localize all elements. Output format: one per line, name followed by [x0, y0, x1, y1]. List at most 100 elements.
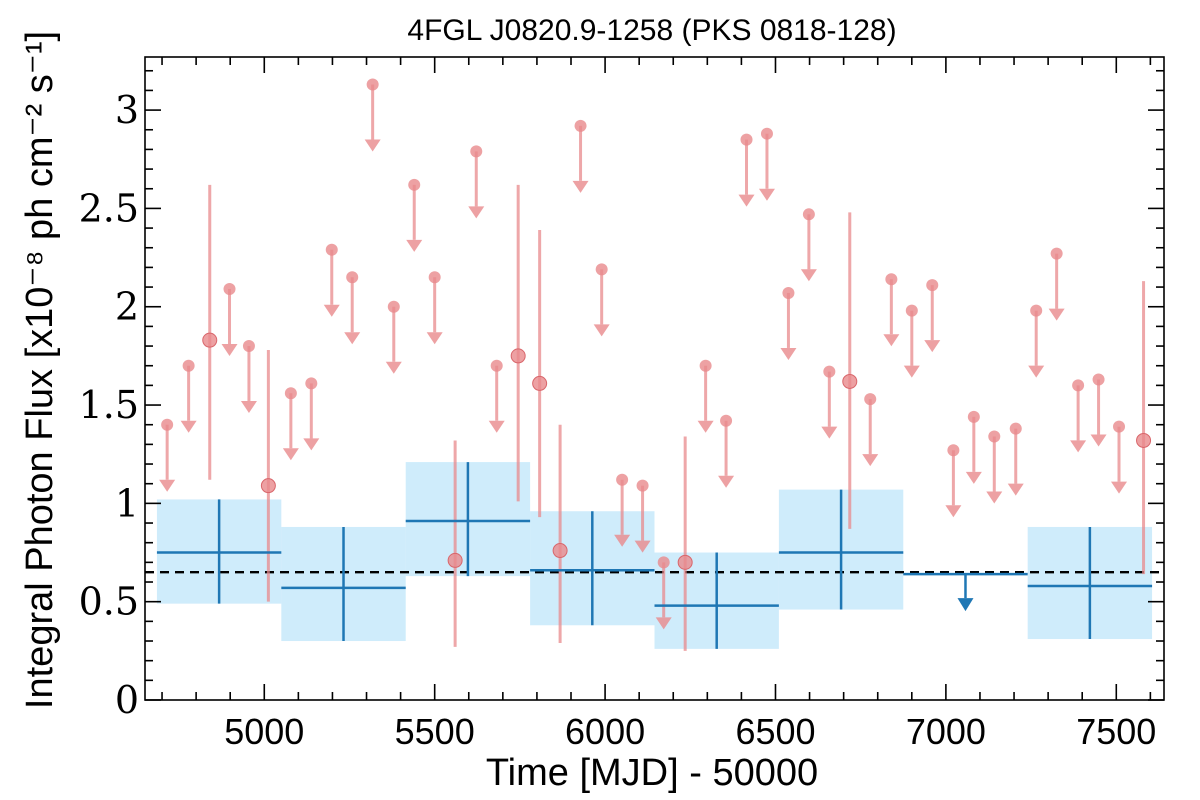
short-bin-upper-limit-point — [242, 340, 255, 353]
short-bin-point — [510, 348, 526, 364]
short-bin-upper-limit-point — [366, 78, 379, 91]
short-bin-upper-limit-arrow — [903, 365, 920, 378]
x-tick-label: 7500 — [1076, 711, 1156, 752]
short-bin-upper-limit-arrow — [488, 420, 505, 433]
short-bin-upper-limit-arrow — [614, 534, 631, 547]
short-bin-upper-limit-arrow — [862, 454, 879, 467]
short-bin-upper-limit-arrow — [634, 540, 651, 553]
axis-ticks — [145, 57, 1164, 701]
short-bin-upper-limit-point — [864, 393, 877, 406]
short-bin-upper-limit-point — [428, 271, 441, 284]
short-bin-upper-limit-point — [305, 377, 318, 390]
short-bin-upper-limit-point — [616, 473, 629, 486]
short-bin-upper-limit-point — [760, 127, 773, 140]
short-bin-upper-limit-arrow — [323, 304, 340, 317]
short-bin-upper-limit-point — [223, 283, 236, 296]
y-axis-label: Integral Photon Flux [x10⁻⁸ ph cm⁻² s⁻¹] — [19, 31, 61, 709]
plot-frame — [144, 56, 1165, 701]
short-bin-upper-limit-point — [1113, 420, 1126, 433]
short-bin-upper-limit-arrow — [738, 194, 755, 207]
y-tick-label: 2 — [115, 285, 139, 329]
short-bin-upper-limit-arrow — [821, 426, 838, 439]
x-tick-label: 7000 — [906, 711, 986, 752]
long-bin-points — [156, 462, 1153, 649]
short-bin-upper-limit-arrow — [344, 332, 361, 345]
short-bin-upper-limit-arrow — [780, 347, 797, 360]
short-bin-upper-limit-arrow — [364, 139, 381, 152]
y-tick-label: 1.5 — [79, 383, 139, 427]
short-bin-upper-limit-arrow — [159, 479, 176, 492]
short-bin-upper-limit-point — [720, 414, 733, 427]
y-tick-label: 1 — [115, 481, 139, 525]
x-axis-label: Time [MJD] - 50000 — [486, 752, 818, 794]
short-bin-upper-limit-arrow — [965, 471, 982, 484]
short-bin-upper-limit-point — [325, 243, 338, 256]
short-bin-upper-limit-arrow — [572, 180, 589, 193]
short-bin-upper-limit-arrow — [1007, 483, 1024, 496]
short-bin-upper-limit-point — [636, 479, 649, 492]
short-bin-upper-limit-point — [699, 359, 712, 372]
short-bin-upper-limit-point — [490, 359, 503, 372]
short-bin-upper-limit-point — [1092, 373, 1105, 386]
short-bin-upper-limit-point — [595, 263, 608, 276]
short-bin-point — [1136, 432, 1152, 448]
short-bin-upper-limit-point — [947, 444, 960, 457]
short-bin-upper-limit-arrow — [1028, 365, 1045, 378]
short-bin-upper-limit-point — [967, 410, 980, 423]
short-bin-upper-limit-arrow — [282, 448, 299, 461]
short-bin-upper-limit-arrow — [800, 269, 817, 282]
short-bin-upper-limit-point — [182, 359, 195, 372]
short-bin-upper-limit-arrow — [240, 401, 257, 414]
short-bin-upper-limit-arrow — [1048, 308, 1065, 321]
short-bin-point — [842, 373, 858, 389]
x-tick-label: 5000 — [224, 711, 304, 752]
short-bin-upper-limit-point — [284, 387, 297, 400]
short-bin-upper-limit-arrow — [945, 505, 962, 518]
short-bin-upper-limit-point — [926, 279, 939, 292]
short-bin-upper-limit-point — [1009, 422, 1022, 435]
short-bin-upper-limit-arrow — [593, 324, 610, 337]
short-bin-upper-limit-arrow — [221, 344, 238, 357]
short-bin-upper-limit-arrow — [426, 332, 443, 345]
short-bin-upper-limit-arrow — [1090, 434, 1107, 447]
short-bin-upper-limit-arrow — [924, 340, 941, 353]
axis-tick-labels: 5000 5500 6000 6500 7000 7500 0 0.5 1 1.5 2 2.5 3 — [79, 88, 1157, 752]
short-bin-upper-limit-point — [1030, 304, 1043, 317]
short-bin-upper-limit-point — [885, 273, 898, 286]
short-bin-upper-limit-arrow — [718, 475, 735, 488]
short-bin-points — [159, 78, 1152, 651]
short-bin-upper-limit-arrow — [303, 438, 320, 451]
short-bin-upper-limit-arrow — [1111, 481, 1128, 494]
short-bin-upper-limit-arrow — [758, 188, 775, 201]
short-bin-upper-limit-arrow — [406, 239, 423, 252]
short-bin-upper-limit-point — [802, 208, 815, 221]
short-bin-upper-limit-point — [657, 556, 670, 569]
short-bin-upper-limit-point — [740, 133, 753, 146]
short-bin-point — [202, 332, 218, 348]
short-bin-upper-limit-arrow — [655, 617, 672, 630]
short-bin-upper-limit-arrow — [385, 361, 402, 374]
x-tick-label: 6500 — [735, 711, 815, 752]
long-bin-upper-limit-arrow — [957, 598, 974, 612]
y-tick-label: 0 — [115, 678, 139, 722]
y-tick-label: 3 — [115, 88, 139, 132]
short-bin-upper-limit-point — [470, 145, 483, 158]
short-bin-point — [260, 478, 276, 494]
short-bin-upper-limit-arrow — [986, 491, 1003, 504]
short-bin-point — [532, 375, 548, 391]
short-bin-upper-limit-point — [988, 430, 1001, 443]
short-bin-point — [677, 554, 693, 570]
short-bin-upper-limit-point — [574, 119, 587, 132]
short-bin-upper-limit-point — [905, 304, 918, 317]
short-bin-upper-limit-point — [1050, 247, 1063, 260]
short-bin-upper-limit-point — [387, 300, 400, 313]
short-bin-upper-limit-arrow — [697, 420, 714, 433]
short-bin-upper-limit-point — [346, 271, 359, 284]
short-bin-upper-limit-arrow — [468, 206, 485, 219]
short-bin-upper-limit-arrow — [883, 334, 900, 347]
short-bin-upper-limit-point — [782, 286, 795, 299]
short-bin-upper-limit-arrow — [1070, 440, 1087, 453]
short-bin-upper-limit-arrow — [180, 420, 197, 433]
short-bin-upper-limit-point — [1072, 379, 1085, 392]
